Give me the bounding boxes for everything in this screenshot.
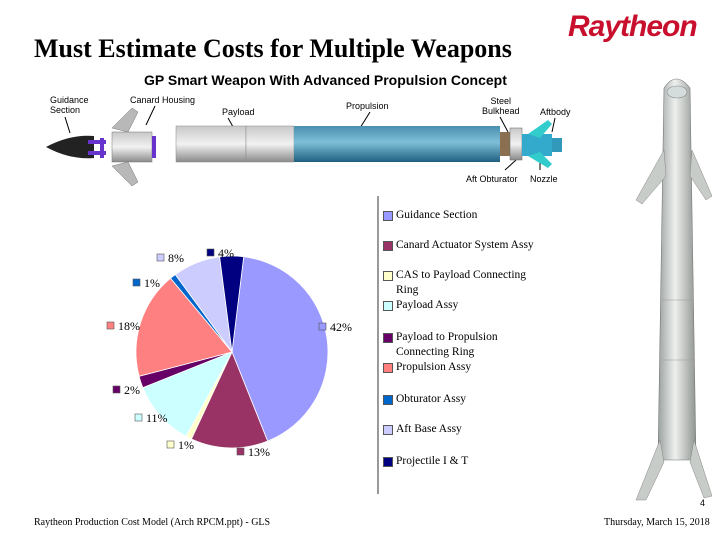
legend-label: Canard Actuator System Assy: [396, 239, 534, 251]
legend-swatch: [383, 333, 393, 343]
legend-swatch: [383, 241, 393, 251]
canard-housing-part: [111, 107, 156, 187]
raytheon-logo: Raytheon: [568, 10, 698, 43]
pie-slice-propulsion: [135, 277, 233, 377]
legend-swatch: [383, 211, 393, 221]
label-steel-bulkhead: Steel Bulkhead: [482, 96, 520, 116]
label-nozzle: Nozzle: [530, 174, 558, 184]
label-guidance-section: Guidance Section: [50, 95, 89, 115]
pie-percent-label: 1%: [178, 438, 194, 452]
legend-label: Obturator Assy: [396, 393, 466, 405]
pie-slice-canard: [190, 350, 269, 449]
guidance-section-part: [46, 135, 106, 159]
pie-percent-label: 13%: [248, 445, 270, 459]
legend-label: Aft Base Assy: [396, 423, 462, 435]
legend-label: CAS to Payload Connecting Ring: [396, 269, 527, 296]
legend-label: Payload to Propulsion Connecting Ring: [396, 331, 498, 358]
legend-swatch: [383, 457, 393, 467]
legend-label: Payload Assy: [396, 299, 459, 311]
pie-percent-label: 4%: [218, 246, 234, 260]
cost-pie-chart: [135, 255, 329, 449]
pie-percent-label: 2%: [124, 383, 140, 397]
pie-labels: 42% 13% 1% 11% 2% 18% 1% 8% 4%: [106, 246, 352, 459]
pie-percent-label: 18%: [118, 319, 140, 333]
aft-section-part: [500, 120, 562, 168]
legend-swatch: [383, 425, 393, 435]
label-canard-housing: Canard Housing: [130, 95, 196, 105]
legend-swatch: [383, 271, 393, 281]
pie-label-swatch: [132, 278, 141, 287]
pie-percent-label: 8%: [168, 251, 184, 265]
pie-label-swatch: [156, 253, 165, 262]
footer-source: Raytheon Production Cost Model (Arch RPC…: [34, 517, 271, 528]
legend-swatch: [383, 363, 393, 373]
pie-percent-label: 42%: [330, 320, 352, 334]
label-aft-obturator: Aft Obturator: [466, 174, 518, 184]
label-aftbody: Aftbody: [540, 107, 571, 117]
pie-label-swatch: [166, 440, 175, 449]
label-payload: Payload: [222, 107, 255, 117]
pie-label-swatch: [106, 321, 115, 330]
legend-label: Projectile I & T: [396, 455, 469, 467]
legend-swatch: [383, 395, 393, 405]
payload-propulsion-tube: [175, 125, 500, 163]
pie-label-swatch: [318, 322, 327, 331]
legend-label: Guidance Section: [396, 209, 478, 221]
legend-label: Propulsion Assy: [396, 361, 472, 373]
pie-percent-label: 11%: [146, 411, 168, 425]
pie-label-swatch: [134, 413, 143, 422]
pie-slice-guidance: [231, 256, 329, 442]
page-number: 4: [700, 498, 706, 508]
pie-label-swatch: [206, 248, 215, 257]
pie-slice-payload: [142, 351, 233, 437]
pie-label-swatch: [112, 385, 121, 394]
slide-title: Must Estimate Costs for Multiple Weapons: [34, 34, 512, 63]
pie-percent-label: 1%: [144, 276, 160, 290]
missile-image: [635, 78, 713, 501]
diagram-subtitle: GP Smart Weapon With Advanced Propulsion…: [144, 72, 507, 88]
legend-swatch: [383, 301, 393, 311]
pie-slice-projectile: [219, 255, 245, 353]
footer-date: Thursday, March 15, 2018: [604, 517, 710, 528]
pie-label-swatch: [236, 447, 245, 456]
label-propulsion: Propulsion: [346, 101, 389, 111]
